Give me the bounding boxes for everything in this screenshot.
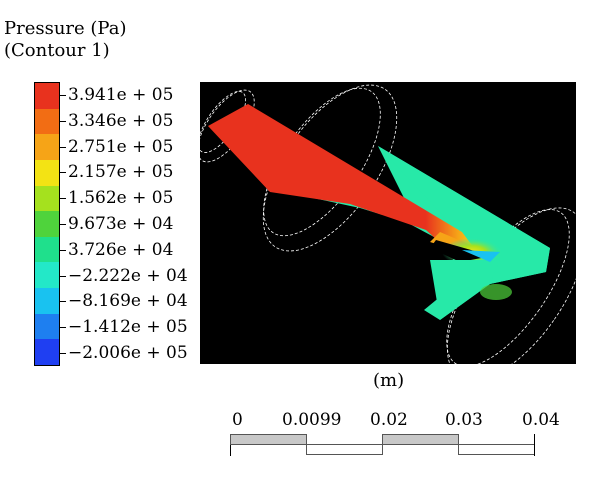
scale-tick-label: 0.0099 — [282, 410, 342, 430]
pressure-contour-render — [200, 84, 576, 364]
color-band — [35, 211, 59, 237]
color-scale-tick-label: 3.941e + 05 — [68, 84, 174, 105]
color-band — [35, 262, 59, 289]
color-scale-tick-mark — [60, 120, 66, 122]
color-scale-tick-label: 3.346e + 05 — [68, 110, 174, 131]
3d-viewport[interactable] — [200, 82, 576, 364]
color-scale-tick-label: 2.157e + 05 — [68, 162, 174, 183]
legend-subtitle: (Contour 1) — [4, 40, 110, 61]
scale-segment-filled — [382, 434, 459, 445]
color-scale-tick-label: 2.751e + 05 — [68, 136, 174, 157]
color-scale-tick-mark — [60, 301, 66, 303]
color-scale-tick-mark — [60, 94, 66, 96]
color-scale-tick-label: −2.006e + 05 — [68, 343, 188, 364]
scale-tick-label: 0 — [232, 410, 243, 430]
color-scale-bar — [34, 82, 60, 366]
color-scale-tick-label: −2.222e + 04 — [68, 265, 188, 286]
lower-tip — [430, 260, 500, 320]
color-scale-tick-label: 1.562e + 05 — [68, 188, 174, 209]
scale-segment-filled — [230, 434, 307, 445]
scale-tick-label: 0.04 — [522, 410, 560, 430]
scale-segment-empty — [306, 444, 383, 455]
right-leg — [378, 146, 550, 320]
scale-segment-empty — [458, 444, 535, 455]
color-band — [35, 83, 59, 109]
color-scale-tick-mark — [60, 275, 66, 277]
lower-tip-shade — [480, 284, 512, 300]
color-scale-tick-mark — [60, 327, 66, 329]
color-band — [35, 288, 59, 314]
color-band — [35, 313, 59, 340]
color-band — [35, 134, 59, 160]
color-scale-tick-label: 3.726e + 04 — [68, 239, 174, 260]
color-scale-tick-mark — [60, 146, 66, 148]
legend-title: Pressure (Pa) — [4, 18, 127, 39]
color-band — [35, 185, 59, 212]
scale-tick-label: 0.03 — [445, 410, 483, 430]
color-band — [35, 339, 59, 366]
gap-shadow — [430, 240, 492, 262]
color-band — [35, 236, 59, 263]
scale-bar — [230, 434, 535, 456]
high-pressure-wedge — [208, 104, 480, 256]
color-scale-tick-label: −1.412e + 05 — [68, 317, 188, 338]
color-scale-tick-mark — [60, 198, 66, 200]
color-band — [35, 159, 59, 186]
color-scale-tick-label: −8.169e + 04 — [68, 291, 188, 312]
color-scale-tick-mark — [60, 353, 66, 355]
color-scale-tick-mark — [60, 224, 66, 225]
color-scale-tick-mark — [60, 172, 66, 174]
scale-tick-label: 0.02 — [370, 410, 408, 430]
color-scale-tick-label: 9.673e + 04 — [68, 214, 174, 234]
suction-spot — [462, 250, 500, 262]
scale-unit-label: (m) — [373, 370, 405, 391]
color-scale-tick-mark — [60, 249, 66, 251]
color-band — [35, 108, 59, 135]
